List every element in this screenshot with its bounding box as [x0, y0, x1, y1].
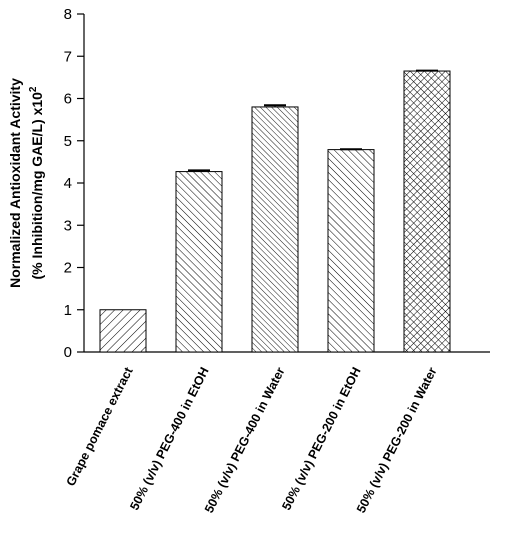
y-tick-label: 0	[64, 344, 72, 361]
bars	[99, 69, 451, 353]
y-tick-label: 1	[64, 302, 72, 319]
bar	[175, 171, 223, 353]
y-tick-label: 7	[64, 48, 72, 65]
bar	[99, 309, 147, 353]
y-axis-ticks: 0 1 2 3 4 5 6 7 8	[64, 6, 84, 361]
bar	[327, 149, 375, 353]
y-axis-label-line2: (% Inhibition/mg GAE/L) x102	[28, 86, 45, 279]
y-tick-label: 4	[64, 175, 72, 192]
x-tick-label: 50% (v/v) PEG-200 in Water	[354, 365, 440, 515]
x-tick-label: 50% (v/v) PEG-200 in EtOH	[279, 365, 363, 512]
x-tick-label: Grape pomace extract	[64, 364, 136, 488]
x-tick-label: 50% (v/v) PEG-400 in EtOH	[127, 365, 211, 512]
y-axis-label-superscript: 2	[28, 86, 39, 92]
bar	[251, 106, 299, 353]
bar	[403, 70, 451, 353]
y-axis-label: Normalized Antioxidant Activity (% Inhibi…	[7, 78, 45, 288]
y-tick-label: 2	[64, 260, 72, 277]
y-tick-label: 3	[64, 217, 72, 234]
x-tick-label: 50% (v/v) PEG-400 in Water	[202, 365, 288, 515]
y-tick-label: 6	[64, 91, 72, 108]
y-axis-label-line1: Normalized Antioxidant Activity	[7, 78, 23, 288]
y-tick-label: 5	[64, 133, 72, 150]
y-tick-label: 8	[64, 6, 72, 23]
